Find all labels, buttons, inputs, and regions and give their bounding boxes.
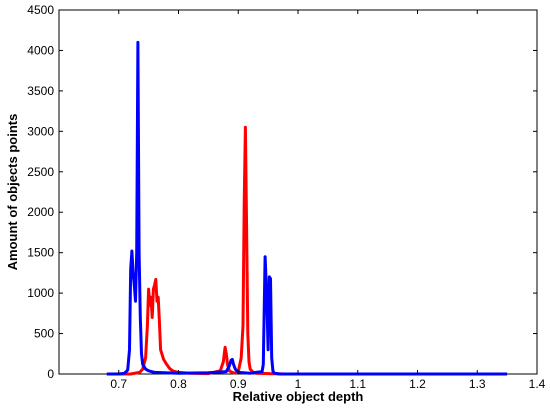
y-tick-label: 500 — [34, 327, 54, 341]
x-tick-label: 1.3 — [469, 377, 486, 391]
series-line-2 — [106, 40, 508, 376]
y-axis-title: Amount of objects points — [5, 114, 20, 271]
x-tick-label: 0.9 — [230, 377, 247, 391]
tick-layer: 0.7 0.8 0.9 1 1.1 1.2 1.3 1.4 0 500 1000 1500 2000 25… — [27, 3, 545, 391]
y-tick-label: 2000 — [27, 205, 54, 219]
x-tick-label: 0.7 — [110, 377, 127, 391]
x-tick-label: 1.4 — [529, 377, 546, 391]
y-tick-label: 4500 — [27, 3, 54, 17]
y-tick-label: 1000 — [27, 286, 54, 300]
x-tick-label: 1.2 — [409, 377, 426, 391]
x-axis-title: Relative object depth — [233, 389, 364, 404]
series-layer — [106, 40, 508, 376]
y-tick-label: 2500 — [27, 165, 54, 179]
x-tick-label: 1.1 — [349, 377, 366, 391]
x-tick-label: 0.8 — [170, 377, 187, 391]
x-tick-label: 1 — [295, 377, 302, 391]
y-tick-label: 1500 — [27, 246, 54, 260]
y-tick-label: 0 — [47, 367, 54, 381]
y-tick-label: 3000 — [27, 124, 54, 138]
y-tick-label: 3500 — [27, 84, 54, 98]
y-tick-label: 4000 — [27, 43, 54, 57]
